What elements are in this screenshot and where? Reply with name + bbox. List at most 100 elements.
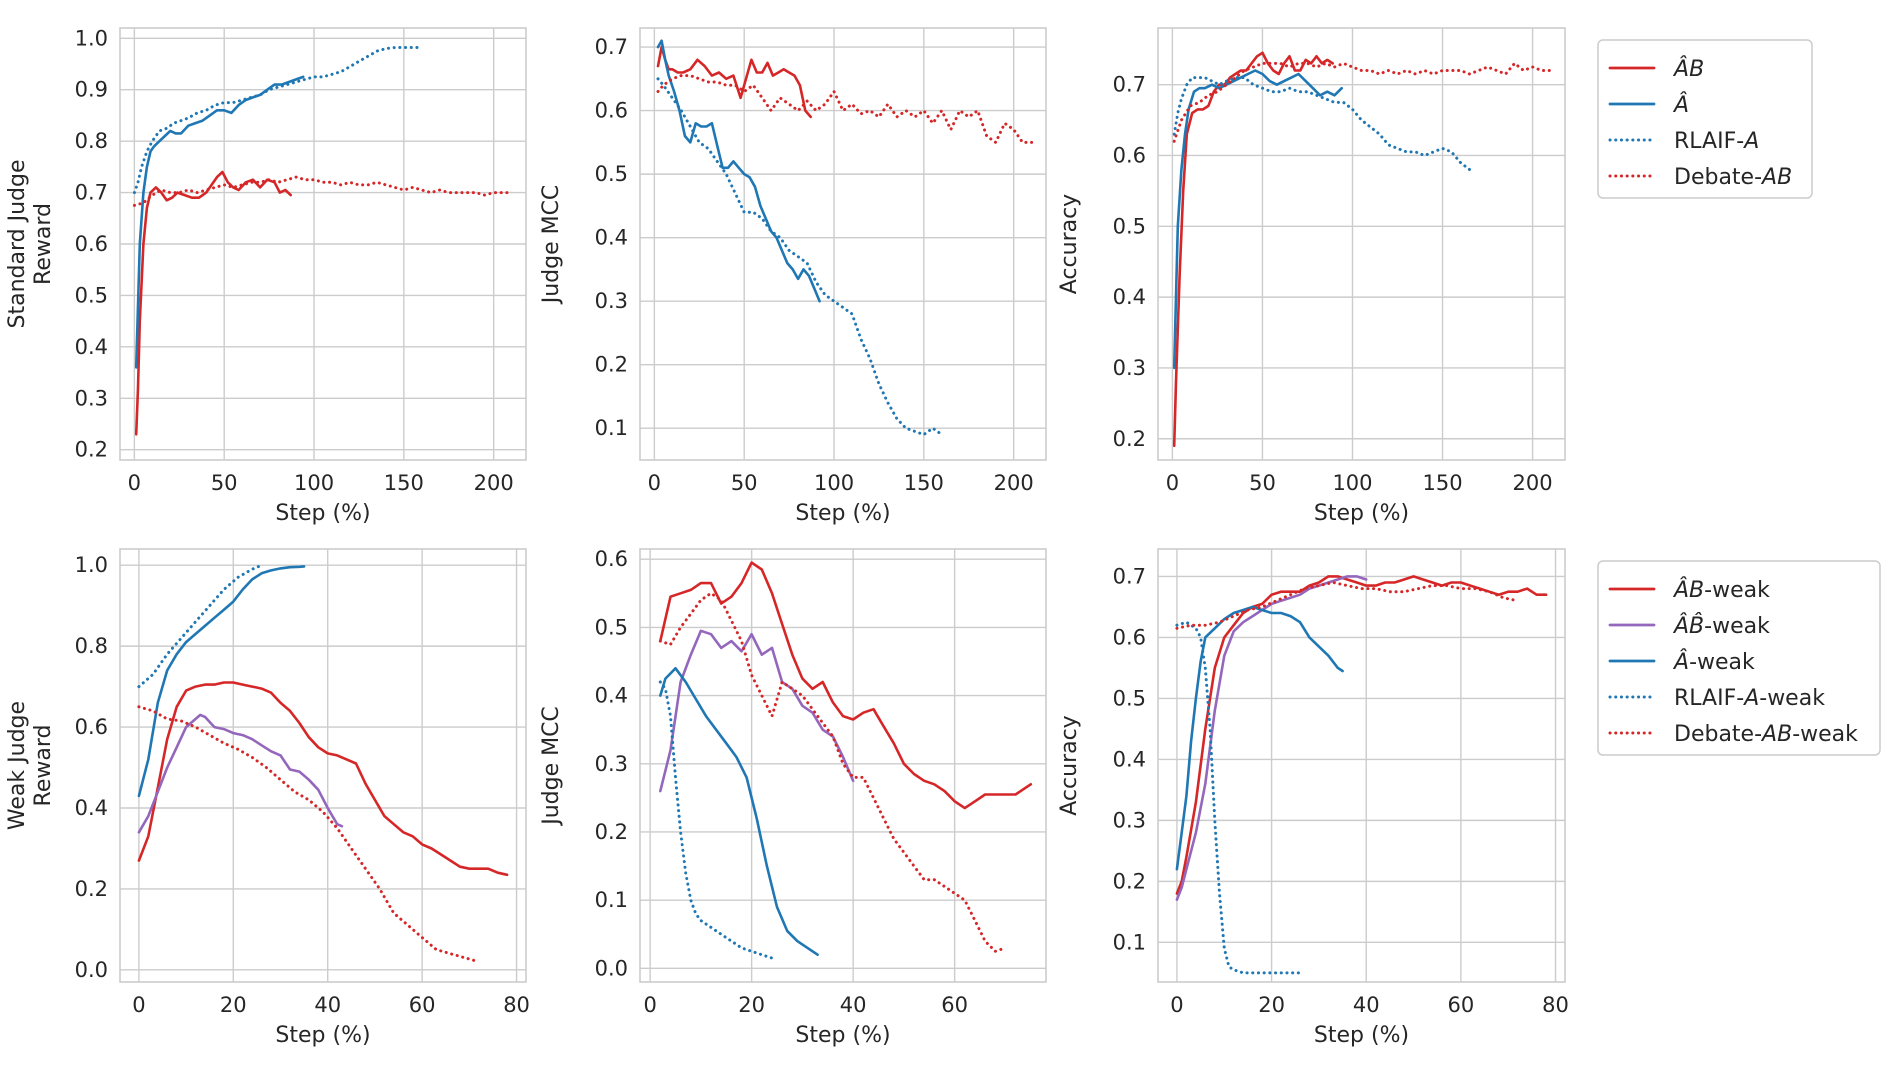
legend-label: RLAIF-A: [1674, 129, 1759, 154]
x-tick-label: 150: [384, 471, 424, 495]
legend-label-part: B: [1689, 57, 1704, 82]
y-axis-label-line: Standard Judge: [5, 160, 30, 329]
legend-label-part: RLAIF-: [1674, 129, 1744, 154]
y-tick-label: 0.5: [1113, 214, 1146, 238]
chart-panel-4: 0 20 40 60 80 0.0 0.2 0.4 0.6 0.8 1.0 Step (%) Weak …: [5, 548, 530, 1048]
legend-label-part: -weak: [1704, 614, 1770, 639]
legend-label: Debate-AB-weak: [1674, 722, 1858, 747]
legend-label-part: ÂB: [1672, 577, 1704, 603]
series-line-a-weak: [658, 666, 819, 957]
series-line-abb-weak: [658, 629, 855, 793]
series-line-debate-ab: [132, 175, 514, 207]
x-tick-label: 0: [132, 993, 145, 1017]
x-tick-label: 50: [211, 471, 238, 495]
y-axis-label-line: Judge MCC: [539, 706, 564, 827]
legend-label: ÂB̂-weak: [1672, 613, 1770, 639]
y-tick-label: 0.5: [595, 615, 628, 639]
y-tick-label: 0.3: [1113, 808, 1146, 832]
y-tick-label: 0.2: [1113, 427, 1146, 451]
chart-panel-1: 0 50 100 150 200 0.2 0.3 0.4 0.5 0.6 0.7 0.8 0.9 1.0 S…: [5, 26, 527, 526]
series-line-a: [656, 39, 821, 303]
chart-panel-3: 0 50 100 150 200 0.2 0.3 0.4 0.5 0.6 0.7 Step (%) Ac…: [1057, 27, 1566, 526]
y-axis-label-line: Judge MCC: [539, 185, 564, 306]
plot-frame: [639, 548, 1047, 983]
x-axis-label: Step (%): [1314, 1023, 1409, 1048]
x-tick-label: 150: [904, 471, 944, 495]
series-line-rlaif-a: [132, 46, 424, 195]
plot-frame: [639, 27, 1047, 461]
y-tick-label: 0.3: [595, 752, 628, 776]
series-line-rlaif-a-weak: [1175, 620, 1302, 975]
chart-panel-2: 0 50 100 150 200 0.1 0.2 0.3 0.4 0.5 0.6 0.7 Step (%…: [539, 27, 1047, 526]
y-axis-label-line: Accuracy: [1057, 194, 1082, 294]
x-tick-label: 20: [1258, 993, 1285, 1017]
y-tick-label: 0.3: [1113, 356, 1146, 380]
x-tick-label: 0: [1170, 993, 1183, 1017]
y-tick-label: 0.2: [595, 353, 628, 377]
y-tick-label: 0.1: [595, 416, 628, 440]
x-tick-label: 100: [814, 471, 854, 495]
y-axis-label: Judge MCC: [539, 185, 564, 306]
legend-label: ÂB-weak: [1672, 577, 1770, 603]
y-axis-label-line: Weak Judge: [5, 701, 30, 830]
y-tick-label: 0.2: [595, 820, 628, 844]
y-tick-label: 0.4: [595, 226, 628, 250]
x-tick-label: 0: [648, 471, 661, 495]
x-tick-label: 0: [128, 471, 141, 495]
series-line-ab: [656, 45, 813, 119]
y-tick-label: 0.3: [595, 289, 628, 313]
x-tick-label: 50: [1249, 471, 1276, 495]
legend-label-part: -weak: [1759, 686, 1825, 711]
y-axis-label: Accuracy: [1057, 715, 1082, 815]
y-tick-label: 0.6: [595, 547, 628, 571]
y-tick-label: 0.0: [595, 956, 628, 980]
y-tick-label: 0.6: [75, 715, 108, 739]
x-axis-label: Step (%): [795, 1023, 890, 1048]
legend-label: ÂB: [1672, 56, 1704, 82]
legend-label-part: ÂB̂: [1672, 613, 1704, 639]
x-tick-label: 200: [1513, 471, 1553, 495]
series-line-rlaif-a-weak: [137, 563, 264, 689]
y-tick-label: 0.4: [1113, 285, 1146, 309]
y-tick-label: 0.4: [595, 684, 628, 708]
y-tick-label: 0.8: [75, 129, 108, 153]
series-line-ab-weak: [137, 681, 509, 877]
y-tick-label: 0.5: [75, 283, 108, 307]
series-line-rlaif-a-weak: [658, 680, 774, 960]
y-axis-label-line: Reward: [31, 725, 56, 807]
series-line-abb-weak: [137, 713, 344, 834]
y-tick-label: 0.8: [75, 634, 108, 658]
y-axis-label-line: Accuracy: [1057, 715, 1082, 815]
legend-label-part: Debate-: [1674, 722, 1762, 747]
y-axis-label-line: Reward: [31, 203, 56, 285]
y-axis-label: Accuracy: [1057, 194, 1082, 294]
y-tick-label: 0.5: [595, 162, 628, 186]
x-tick-label: 200: [994, 471, 1034, 495]
x-tick-label: 200: [474, 471, 514, 495]
x-tick-label: 60: [1448, 993, 1475, 1017]
x-tick-label: 40: [840, 993, 867, 1017]
x-tick-label: 50: [731, 471, 758, 495]
legend-label-part: Debate-: [1674, 165, 1762, 190]
y-tick-label: 0.6: [1113, 625, 1146, 649]
series-line-ab-weak: [1175, 575, 1548, 895]
y-tick-label: 0.3: [75, 386, 108, 410]
x-tick-label: 0: [643, 993, 656, 1017]
plot-frame: [1157, 548, 1566, 983]
y-axis-label: Judge MCC: [539, 706, 564, 827]
series-line-rlaif-a: [656, 77, 944, 437]
x-tick-label: 60: [409, 993, 436, 1017]
x-tick-label: 40: [314, 993, 341, 1017]
y-tick-label: 0.6: [595, 99, 628, 123]
series-line-a: [134, 75, 305, 369]
plot-frame: [119, 548, 527, 983]
series-line-abb-weak: [1175, 575, 1368, 902]
series-line-ab-weak: [658, 561, 1033, 810]
series-line-a-weak: [1175, 605, 1344, 871]
x-tick-label: 80: [1542, 993, 1569, 1017]
legend-label: Â-weak: [1672, 649, 1755, 675]
y-tick-label: 0.7: [1113, 564, 1146, 588]
legend-label-part: -weak: [1689, 650, 1755, 675]
